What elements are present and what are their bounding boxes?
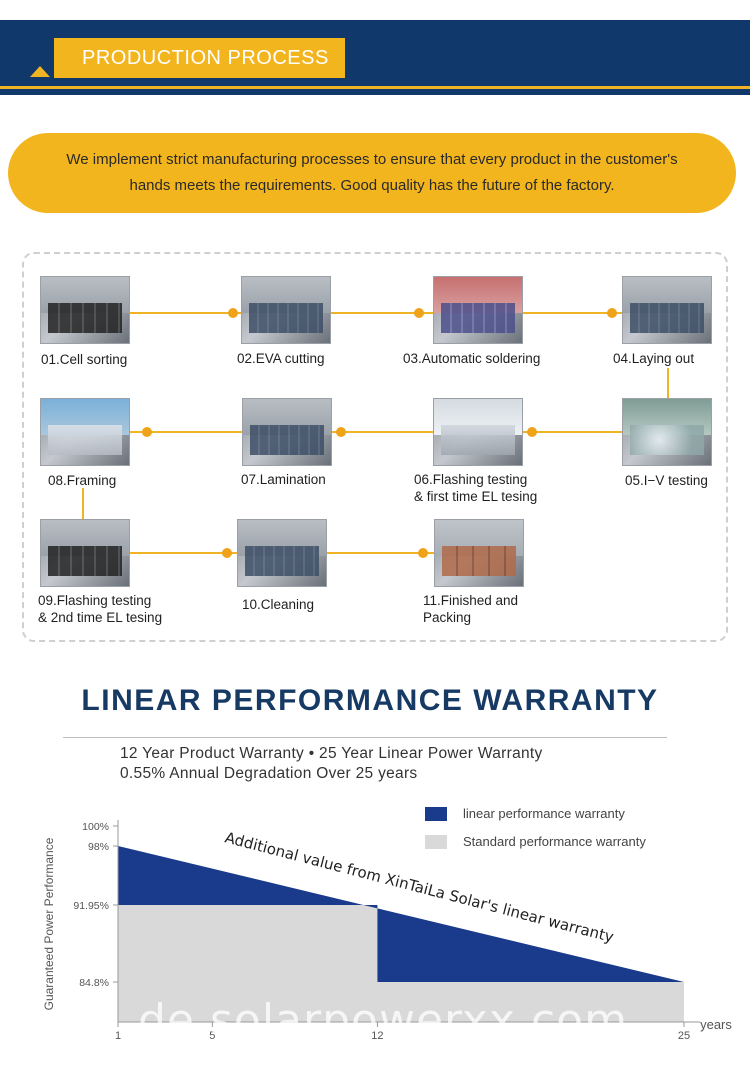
legend-swatch-linear	[425, 807, 447, 821]
connector-dot	[414, 308, 424, 318]
connector-dot	[222, 548, 232, 558]
step-photo-packing	[434, 519, 524, 587]
y-tick-label: 100%	[82, 821, 109, 833]
y-tick-label: 84.8%	[79, 977, 109, 989]
connector	[130, 431, 242, 433]
connector-dot	[228, 308, 238, 318]
standard-warranty-area	[118, 905, 684, 1022]
x-tick-label: 12	[371, 1030, 383, 1042]
connector-dot	[336, 427, 346, 437]
step-label: 06.Flashing testing	[414, 472, 528, 487]
warranty-subtitle-2: 0.55% Annual Degradation Over 25 years	[120, 765, 418, 782]
step-photo-framing	[40, 398, 130, 466]
connector	[667, 368, 669, 398]
legend-label-standard: Standard performance warranty	[463, 834, 646, 849]
banner-accent-line	[0, 86, 750, 89]
watermark-text: de.solarpowerxx.com	[138, 995, 628, 1046]
connector-dot	[607, 308, 617, 318]
step-photo-cell-sorting	[40, 276, 130, 344]
step-label: 03.Automatic soldering	[403, 351, 541, 366]
step-label: 08.Framing	[48, 473, 117, 488]
connector	[327, 552, 435, 554]
connector-dot	[527, 427, 537, 437]
divider	[63, 737, 667, 738]
y-axis-label: Guaranteed Power Performance	[42, 837, 56, 1010]
warranty-title: LINEAR PERFORMANCE WARRANTY	[81, 684, 659, 717]
step-photo-cleaning	[237, 519, 327, 587]
step-label: & first time EL tesing	[414, 489, 538, 504]
step-label: & 2nd time EL tesing	[38, 610, 163, 625]
step-label: Packing	[423, 610, 472, 625]
legend-label-linear: linear performance warranty	[463, 806, 625, 821]
step-label: 05.I−V testing	[625, 473, 708, 488]
step-label: 04.Laying out	[613, 351, 695, 366]
y-tick-label: 98%	[88, 841, 109, 853]
linear-warranty-area	[118, 846, 378, 909]
connector	[82, 488, 84, 520]
step-photo-eva-cutting	[241, 276, 331, 344]
connector	[130, 552, 238, 554]
step-label: 01.Cell sorting	[41, 352, 128, 367]
step-label: 10.Cleaning	[242, 597, 315, 612]
linear-warranty-area	[377, 908, 684, 982]
connector	[332, 431, 434, 433]
section-title: PRODUCTION PROCESS	[54, 38, 345, 78]
step-photo-laying-out	[622, 276, 712, 344]
production-process-flow	[22, 252, 728, 642]
warranty-chart: 100% 98% 91.95% 84.8% 1 5 12 25 years Guaranteed …	[42, 820, 732, 1042]
step-photo-iv-testing	[622, 398, 712, 466]
step-photo-automatic-soldering	[433, 276, 523, 344]
warranty-subtitle-1: 12 Year Product Warranty • 25 Year Linea…	[120, 745, 543, 762]
step-photo-lamination	[242, 398, 332, 466]
y-tick-label: 91.95%	[73, 900, 109, 912]
x-tick-label: 1	[115, 1030, 121, 1042]
step-photo-flashing-testing-2	[40, 519, 130, 587]
legend-swatch-standard	[425, 835, 447, 849]
connector	[130, 312, 242, 314]
step-photo-flashing-testing-1	[433, 398, 523, 466]
x-tick-label: 5	[209, 1030, 215, 1042]
x-axis-label: years	[700, 1017, 732, 1032]
connector-dot	[418, 548, 428, 558]
intro-text: We implement strict manufacturing proces…	[8, 133, 736, 213]
step-label: 02.EVA cutting	[237, 351, 325, 366]
connector-dot	[142, 427, 152, 437]
connector	[330, 312, 434, 314]
connector	[522, 431, 624, 433]
step-label: 09.Flashing testing	[38, 593, 152, 608]
x-tick-label: 25	[678, 1030, 690, 1042]
banner-triangle-icon	[30, 66, 50, 77]
step-label: 07.Lamination	[241, 472, 326, 487]
connector	[522, 312, 624, 314]
step-label: 11.Finished and	[423, 593, 519, 608]
